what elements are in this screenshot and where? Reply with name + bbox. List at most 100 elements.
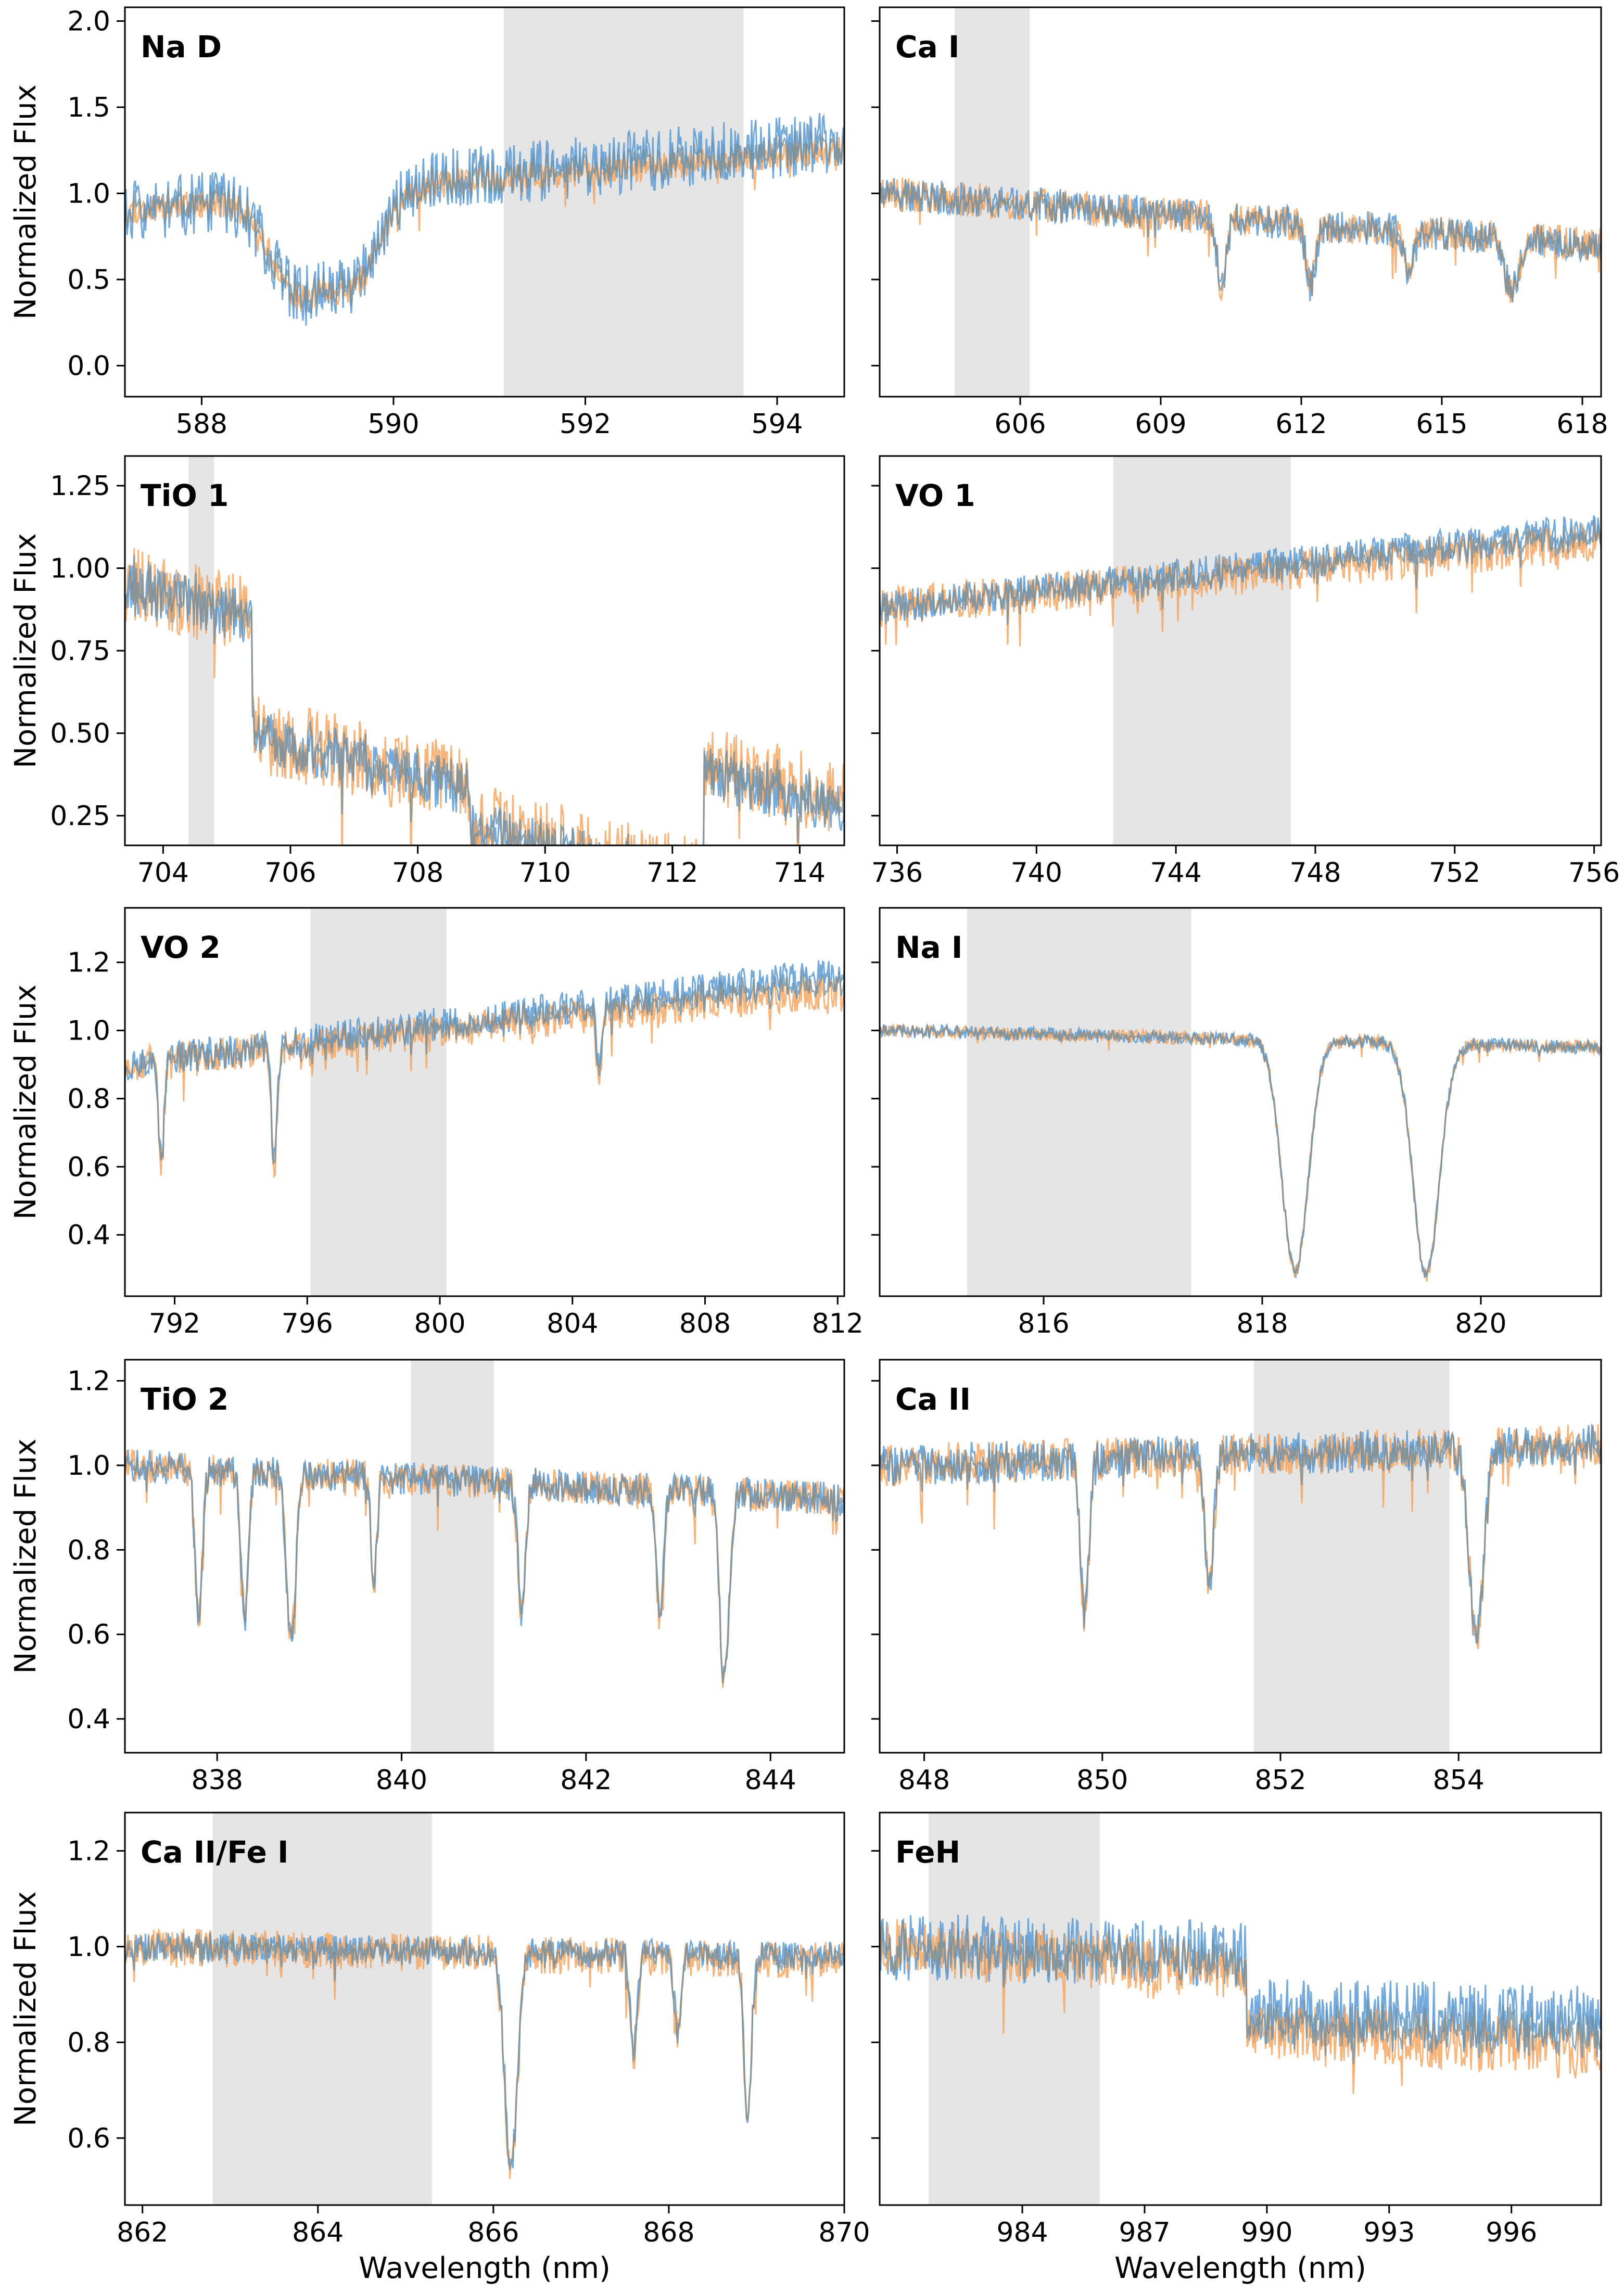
x-tick-label: 800 [414, 1308, 465, 1339]
x-tick-label: 840 [376, 1765, 427, 1796]
mean-spectrum-line [880, 1920, 1601, 2065]
y-tick-label: 0.4 [67, 1704, 110, 1735]
mean-spectrum-line [125, 555, 844, 845]
x-axis-label: Wavelength (nm) [1114, 2251, 1366, 2285]
x-tick-label: 854 [1433, 1765, 1485, 1796]
x-tick-label: 609 [1135, 409, 1186, 440]
shaded-region [1253, 1360, 1450, 1753]
x-tick-label: 704 [137, 857, 189, 889]
y-tick-label: 1.0 [67, 1450, 110, 1481]
x-tick-label: 808 [679, 1308, 731, 1339]
x-tick-label: 748 [1289, 857, 1341, 889]
spectra [880, 1423, 1601, 1650]
y-tick-label: 0.75 [50, 636, 110, 667]
x-tick-label: 592 [560, 409, 611, 440]
shaded-region [503, 7, 744, 397]
y-tick-label: 0.6 [67, 1619, 110, 1651]
plot-frame [124, 1812, 845, 2206]
x-tick-label: 984 [996, 2217, 1048, 2248]
mean-spectrum-line [880, 1022, 1601, 1277]
x-tick-label: 736 [871, 857, 923, 889]
x-tick-label: 816 [1018, 1308, 1069, 1339]
y-axis-label: Normalized Flux [9, 533, 43, 768]
plot-frame [879, 907, 1602, 1297]
x-tick-label: 987 [1119, 2217, 1170, 2248]
spectra [125, 1449, 844, 1688]
x-tick-label: 850 [1076, 1765, 1128, 1796]
y-tick-label: 1.00 [50, 553, 110, 585]
panel-title: VO 2 [141, 930, 221, 965]
panel-title: Ca II/Fe I [141, 1834, 289, 1870]
x-tick-label: 996 [1486, 2217, 1537, 2248]
x-tick-label: 588 [176, 409, 227, 440]
y-tick-label: 0.8 [67, 1535, 110, 1566]
shaded-region [212, 1813, 432, 2205]
y-tick-label: 1.2 [67, 947, 110, 979]
x-tick-label: 606 [994, 409, 1046, 440]
x-tick-label: 756 [1568, 857, 1620, 889]
x-tick-label: 740 [1011, 857, 1062, 889]
panel-title: TiO 2 [141, 1382, 229, 1417]
y-tick-label: 1.0 [67, 1016, 110, 1047]
spectra [880, 1915, 1601, 2094]
x-tick-label: 844 [745, 1765, 796, 1796]
x-tick-label: 804 [547, 1308, 598, 1339]
panel-1: 606 609 612 615 618 Ca I [871, 6, 1608, 440]
x-tick-label: 820 [1455, 1308, 1506, 1339]
x-tick-label: 993 [1363, 2217, 1415, 2248]
panel-title: TiO 1 [141, 478, 229, 513]
x-tick-label: 796 [282, 1308, 333, 1339]
mean-spectrum-line [125, 1454, 844, 1684]
spectra [125, 548, 844, 845]
x-tick-label: 812 [812, 1308, 864, 1339]
model-spectrum-line [880, 1919, 1601, 2094]
shaded-region [1113, 456, 1291, 845]
x-tick-label: 862 [117, 2217, 168, 2248]
panel-title: VO 1 [895, 478, 975, 513]
x-tick-label: 866 [467, 2217, 519, 2248]
spectra [125, 960, 844, 1179]
x-tick-label: 848 [898, 1765, 950, 1796]
x-tick-label: 590 [367, 409, 419, 440]
panel-3: 736 740 744 748 752 756 VO 1 [871, 455, 1620, 889]
y-axis-label: Normalized Flux [9, 1891, 43, 2126]
y-tick-label: 0.6 [67, 1151, 110, 1183]
panel-title: Na D [141, 29, 222, 65]
plot-frame [879, 1812, 1602, 2206]
panel-title: Na I [895, 930, 962, 965]
mean-spectrum-line [880, 180, 1601, 302]
y-tick-label: 2.0 [67, 6, 110, 37]
y-tick-label: 1.0 [67, 178, 110, 209]
panel-6: 838 840 842 844 0.4 0.6 0.8 1.0 1.2 TiO 2 Normaliz… [9, 1359, 845, 1796]
x-tick-label: 714 [774, 857, 826, 889]
y-tick-label: 0.50 [50, 718, 110, 749]
panel-4: 792 796 800 804 808 812 0.4 0.6 0.8 1.0 1.2 VO 2 Nor… [9, 907, 864, 1339]
y-tick-label: 1.2 [67, 1366, 110, 1397]
mean-spectrum-line [125, 970, 844, 1164]
mean-spectrum-line [880, 1426, 1601, 1644]
y-tick-label: 0.25 [50, 801, 110, 832]
plot-frame [124, 1359, 845, 1754]
panel-9: 984 987 990 993 996 FeH Wavelength (nm) [871, 1812, 1602, 2285]
y-tick-label: 0.0 [67, 350, 110, 382]
panel-title: Ca I [895, 29, 959, 65]
mean-spectrum-line [125, 130, 844, 314]
x-tick-label: 842 [560, 1765, 612, 1796]
y-tick-label: 1.25 [50, 471, 110, 502]
y-tick-label: 0.8 [67, 2027, 110, 2058]
x-tick-label: 818 [1236, 1308, 1288, 1339]
x-tick-label: 612 [1275, 409, 1327, 440]
panel-2: 704 706 708 710 712 714 0.25 0.50 0.75 1.00 1.25 Ti… [9, 455, 845, 889]
x-tick-label: 710 [519, 857, 571, 889]
y-tick-label: 0.6 [67, 2123, 110, 2154]
x-tick-label: 712 [646, 857, 698, 889]
x-tick-label: 615 [1416, 409, 1467, 440]
x-tick-label: 744 [1150, 857, 1201, 889]
plot-frame [124, 907, 845, 1297]
y-tick-label: 0.4 [67, 1220, 110, 1251]
y-axis-label: Normalized Flux [9, 984, 43, 1220]
y-tick-label: 0.5 [67, 264, 110, 296]
x-tick-label: 864 [292, 2217, 344, 2248]
x-axis-label: Wavelength (nm) [359, 2251, 611, 2285]
